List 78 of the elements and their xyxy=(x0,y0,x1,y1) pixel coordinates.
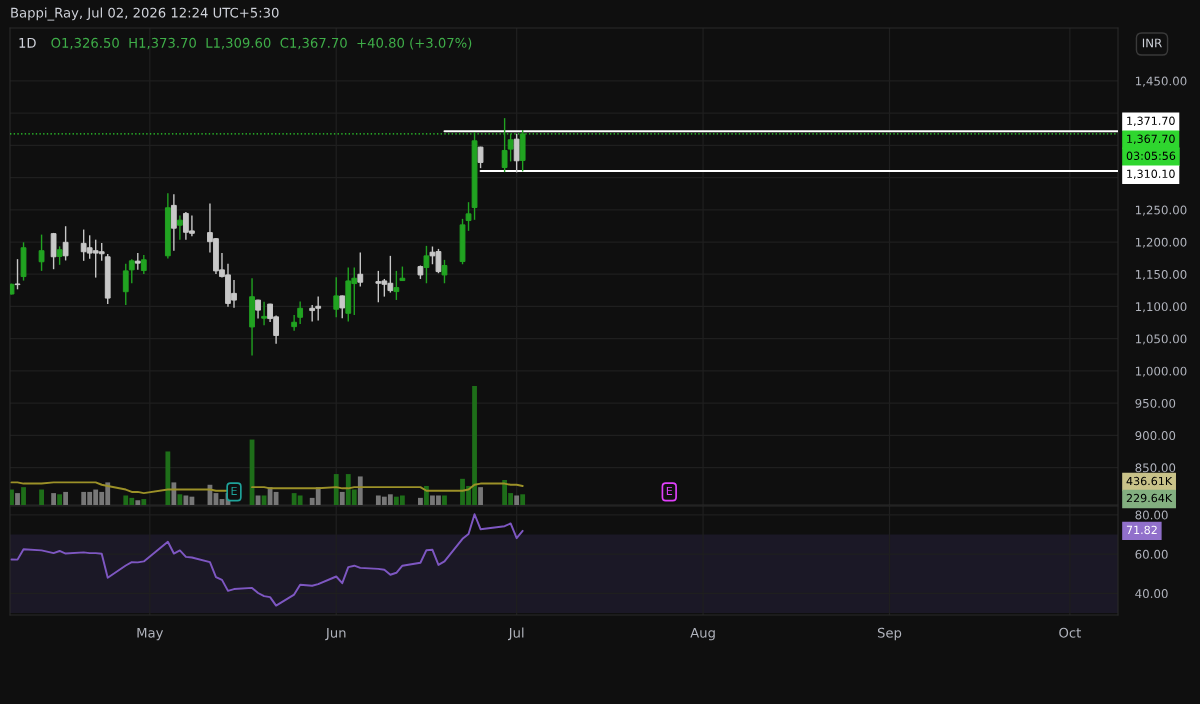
y-axis-title: INR xyxy=(1142,38,1162,48)
y-tick-label: 1,200.00 xyxy=(1135,237,1187,248)
candlestick xyxy=(513,133,520,174)
candlestick xyxy=(507,133,514,163)
y-tick-label: 1,150.00 xyxy=(1135,269,1187,281)
bar xyxy=(520,494,526,505)
y-tick-label: 80.00 xyxy=(1135,510,1168,520)
y-tick-label: 1,000.00 xyxy=(1135,366,1187,377)
bar xyxy=(183,495,189,505)
y-tick-label: 1,100.00 xyxy=(1135,302,1187,313)
bar xyxy=(51,493,56,505)
data-label: 1,310.10 xyxy=(1127,169,1175,180)
bar xyxy=(57,494,63,505)
y-tick-label: 60.00 xyxy=(1135,549,1168,559)
text: 229.64K xyxy=(1126,493,1173,503)
y-tick-label: 900.00 xyxy=(1135,431,1176,441)
candlestick xyxy=(255,299,261,320)
y-tick-label: 40.00 xyxy=(1135,589,1168,599)
data-label: 1,371.70 xyxy=(1127,116,1175,127)
text: Bappi_Ray, Jul 02, 2026 12:24 UTC+5:30 xyxy=(11,7,279,21)
candlestick xyxy=(291,314,298,332)
bar xyxy=(171,482,177,505)
x-tick-label: Oct xyxy=(1059,627,1081,638)
candlestick xyxy=(465,201,472,232)
candlestick xyxy=(297,300,304,325)
candlestick xyxy=(423,245,430,284)
bar xyxy=(418,497,423,505)
text: O1,326.50 H1,373.70 L1,309.60 C1,367.70 +40.80 (+3.07%) xyxy=(51,37,472,50)
x-tick-label: Jun xyxy=(325,627,346,641)
annotation: E xyxy=(231,486,237,495)
bar xyxy=(273,491,279,505)
text: 71.82 xyxy=(1126,525,1157,535)
bar xyxy=(339,491,345,505)
candlestick xyxy=(50,232,57,270)
bar xyxy=(165,451,171,505)
text: 1D xyxy=(19,38,36,48)
candlestick xyxy=(261,301,267,326)
bar xyxy=(514,495,520,505)
candlestick xyxy=(339,294,346,319)
bar xyxy=(15,493,20,505)
x-tick-label: Jul xyxy=(508,627,524,641)
candlestick xyxy=(56,245,63,266)
candlestick xyxy=(170,193,177,252)
candlestick xyxy=(38,233,45,272)
candlestick xyxy=(62,225,69,262)
candlestick xyxy=(501,117,508,173)
candlestick xyxy=(14,258,21,291)
y-tick-label: 1,250.00 xyxy=(1135,205,1187,216)
line-series xyxy=(10,513,524,607)
text: 436.61K xyxy=(1126,476,1173,486)
bar xyxy=(21,487,26,505)
candlestick xyxy=(176,214,183,241)
candlestick xyxy=(333,276,340,318)
y-tick-label: 1,050.00 xyxy=(1135,334,1187,345)
annotation: E xyxy=(666,486,673,495)
bar xyxy=(141,499,147,505)
candlestick xyxy=(393,270,400,301)
x-tick-label: Sep xyxy=(877,627,902,641)
text: 03:05:56 xyxy=(1126,151,1176,160)
ref-line-label: 1,367.70 xyxy=(1127,134,1175,145)
y-tick-label: 950.00 xyxy=(1135,398,1176,408)
x-tick-label: Aug xyxy=(690,627,715,641)
bar xyxy=(135,500,141,505)
bar xyxy=(177,494,183,505)
bar xyxy=(333,474,339,505)
bar xyxy=(39,489,44,505)
y-tick-label: 1,450.00 xyxy=(1135,76,1187,87)
candlestick xyxy=(140,254,147,275)
bar xyxy=(478,487,483,505)
bar xyxy=(10,489,14,505)
bar xyxy=(357,476,363,505)
candlestick xyxy=(357,251,364,288)
x-tick-label: May xyxy=(137,627,164,641)
y-tick-label: 850.00 xyxy=(1135,463,1176,473)
candlestick xyxy=(441,259,448,284)
bar xyxy=(442,495,447,505)
candlestick xyxy=(477,146,484,169)
bar xyxy=(63,491,69,505)
